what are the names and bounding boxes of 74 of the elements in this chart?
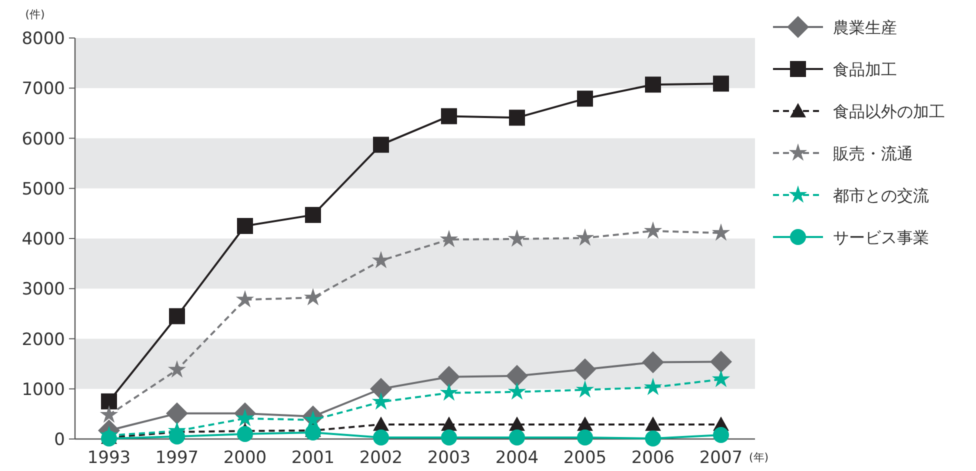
x-tick-label: 2001 — [291, 448, 335, 468]
point — [101, 430, 117, 446]
point — [576, 380, 594, 398]
point — [577, 416, 593, 431]
point — [713, 426, 729, 443]
x-tick-label: 2004 — [495, 448, 539, 468]
point — [710, 350, 732, 373]
point — [508, 229, 526, 247]
y-tick-label: 0 — [54, 430, 65, 450]
y-tick-label: 4000 — [22, 230, 65, 250]
point — [576, 228, 594, 246]
x-tick-label: 1997 — [155, 448, 199, 468]
point — [508, 382, 526, 400]
legend-label: サービス事業 — [833, 228, 929, 247]
x-tick-label: 1993 — [87, 448, 131, 468]
legend-label: 農業生産 — [833, 18, 897, 37]
point — [577, 429, 593, 446]
point — [509, 416, 525, 431]
x-tick-label: 2000 — [223, 448, 267, 468]
point — [644, 221, 662, 239]
y-tick-label: 7000 — [22, 79, 65, 100]
point — [440, 230, 458, 248]
y-axis-title: (件) — [25, 8, 45, 21]
point — [373, 429, 389, 446]
y-tick-label: 1000 — [22, 380, 65, 400]
point — [370, 378, 392, 400]
point — [712, 223, 730, 241]
point — [441, 108, 457, 124]
point — [577, 90, 593, 107]
x-tick-label: 2003 — [427, 448, 471, 468]
point — [712, 370, 730, 388]
point — [441, 429, 457, 446]
point — [101, 393, 117, 410]
point — [166, 402, 188, 424]
point — [100, 405, 118, 423]
point — [305, 424, 321, 440]
point — [713, 76, 729, 92]
x-tick-label: 2002 — [359, 448, 403, 468]
y-tick-label: 2000 — [22, 330, 65, 350]
point — [506, 364, 528, 387]
point — [305, 206, 321, 223]
point — [373, 416, 389, 431]
point — [236, 290, 254, 308]
x-tick-label: 2007 — [699, 448, 743, 468]
point — [509, 429, 525, 446]
y-tick-label: 3000 — [22, 280, 65, 300]
point — [645, 430, 661, 446]
x-tick-label: 2005 — [563, 448, 607, 468]
point — [438, 366, 460, 388]
legend-label: 食品以外の加工 — [833, 102, 945, 121]
point — [642, 351, 664, 374]
point — [169, 308, 185, 324]
point — [372, 392, 390, 410]
legend-label: 食品加工 — [833, 60, 897, 79]
point — [304, 288, 322, 306]
point — [644, 378, 662, 396]
y-tick-label: 6000 — [22, 129, 65, 150]
point — [237, 426, 253, 442]
x-axis-title: (年) — [749, 451, 769, 464]
point — [168, 360, 186, 378]
point — [373, 136, 389, 153]
point — [236, 408, 254, 426]
point — [237, 218, 253, 234]
x-tick-label: 2006 — [631, 448, 675, 468]
legend-label: 販売・流通 — [833, 144, 913, 163]
point — [645, 76, 661, 93]
point — [574, 358, 596, 380]
y-tick-label: 5000 — [22, 179, 65, 200]
legend-label: 都市との交流 — [833, 186, 929, 205]
point — [440, 383, 458, 401]
point — [645, 416, 661, 431]
point — [441, 416, 457, 431]
point — [509, 110, 525, 126]
y-tick-label: 8000 — [22, 29, 65, 49]
